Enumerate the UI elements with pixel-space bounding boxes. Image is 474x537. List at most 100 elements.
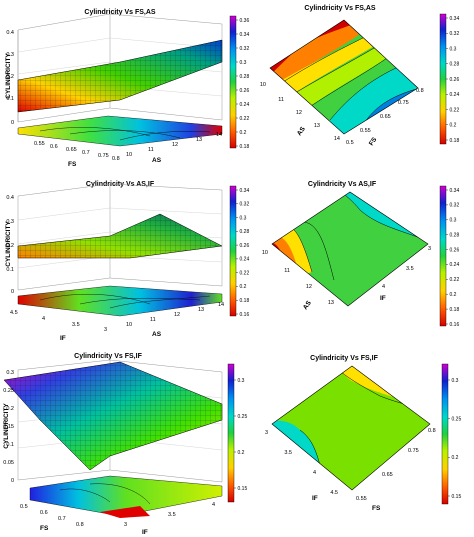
- z-tick: 0.1: [6, 96, 14, 102]
- colorbar-tick-label: 0.34: [450, 188, 460, 194]
- y-axis-label: AS: [152, 331, 162, 338]
- colorbar: [227, 363, 235, 503]
- x-tick: 12: [306, 284, 312, 290]
- y-tick: 0.5: [346, 140, 354, 146]
- z-tick: 0.15: [3, 424, 14, 430]
- z-tick: 0.1: [6, 442, 14, 448]
- colorbar-tick-label: 0.2: [238, 450, 245, 456]
- x-axis-label: IF: [312, 495, 318, 502]
- colorbar-tick-label: 0.3: [238, 378, 245, 384]
- x-tick: 0.6: [50, 144, 58, 150]
- y-tick: 12: [172, 142, 178, 148]
- x-tick: 3: [104, 327, 107, 333]
- y-axis-label: FS: [372, 505, 381, 512]
- colorbar-ticks: 0.34 0.32 0.3 0.28 0.26 0.24 0.22 0.2 0.18 0.16: [446, 188, 459, 328]
- colorbar-tick-label: 0.32: [240, 46, 250, 52]
- y-tick: 0.8: [416, 88, 424, 94]
- colorbar-tick-label: 0.28: [450, 62, 460, 68]
- x-axis-label: IF: [142, 529, 148, 536]
- y-tick: 0.55: [356, 496, 367, 502]
- z-tick: 0.2: [6, 243, 14, 249]
- contour-region: [272, 225, 312, 276]
- z-axis-label: CYLINDRICITY: [5, 221, 12, 267]
- y-tick: 13: [196, 137, 202, 143]
- y-tick: 10: [126, 152, 132, 158]
- surface-mesh: [17, 39, 223, 113]
- chart-title: Cylindricity Vs FS,AS: [304, 5, 376, 12]
- colorbar: [439, 185, 447, 327]
- floor-contour-band: [100, 506, 150, 518]
- chart-title: Cylindricity Vs FS,AS: [84, 9, 156, 16]
- colorbar-tick-label: 0.26: [450, 77, 460, 83]
- colorbar-tick-label: 0.2: [450, 123, 457, 129]
- x-tick: 13: [314, 123, 320, 129]
- x-tick: 0.8: [112, 156, 120, 162]
- colorbar-ticks: 0.3 0.25 0.2 0.15: [448, 378, 461, 500]
- colorbar-tick-label: 0.25: [238, 414, 248, 420]
- y-tick: 14: [216, 132, 222, 138]
- floor-contour: [29, 475, 223, 517]
- axis-box: [17, 183, 223, 291]
- z-tick: 0.4: [6, 195, 14, 201]
- y-tick: 0.75: [398, 100, 409, 106]
- x-tick: 0.65: [66, 147, 77, 153]
- x-tick: 4: [212, 502, 215, 508]
- contour-region: [270, 20, 380, 84]
- colorbar-tick-label: 0.26: [240, 88, 250, 94]
- colorbar-tick-label: 0.16: [450, 322, 460, 328]
- colorbar-tick-label: 0.3: [240, 60, 247, 66]
- y-tick: 3.5: [406, 266, 414, 272]
- z-tick: 0.3: [6, 52, 14, 58]
- y-tick: 12: [174, 312, 180, 318]
- colorbar-tick-label: 0.2: [240, 284, 247, 290]
- y-tick: 13: [198, 307, 204, 313]
- x-tick: 3.5: [168, 512, 176, 518]
- z-tick: 0.3: [6, 219, 14, 225]
- colorbar-tick-label: 0.22: [240, 270, 250, 276]
- x-tick: 3.5: [72, 322, 80, 328]
- x-tick: 0.55: [34, 141, 45, 147]
- y-tick: 11: [148, 147, 154, 153]
- z-axis-label: CYLINDRICITY: [5, 53, 12, 99]
- y-tick: 3: [428, 246, 431, 252]
- panel-surface-fs-if: Cylindricity Vs FS,IF 0.3 0.25 0.2 0.15 …: [3, 353, 247, 536]
- surface-mesh: [3, 361, 223, 471]
- y-tick: 4: [382, 284, 385, 290]
- colorbar-tick-label: 0.3: [450, 46, 457, 52]
- x-tick: 0.75: [98, 153, 109, 159]
- floor-contour: [17, 115, 223, 147]
- y-tick: 0.65: [382, 472, 393, 478]
- contour-domain: [269, 19, 419, 135]
- x-tick: 3: [265, 430, 268, 436]
- chart-title: Cylindricity Vs FS,IF: [74, 353, 142, 360]
- panel-contour-fs-if: Cylindricity Vs FS,IF 3 3.5 4 4.5 IF 0.5…: [265, 355, 462, 512]
- colorbar-tick-label: 0.22: [450, 107, 460, 113]
- colorbar: [441, 363, 449, 505]
- colorbar-tick-label: 0.32: [450, 203, 460, 209]
- contour-lines: [279, 23, 418, 131]
- colorbar-tick-label: 0.32: [240, 202, 250, 208]
- chart-title: Cylindricity Vs FS,IF: [310, 355, 378, 362]
- contour-region: [272, 420, 274, 470]
- panel-contour-as-if: Cylindricity Vs AS,IF 10 11 12 13 AS 3 3…: [262, 181, 460, 328]
- x-tick: 12: [296, 110, 302, 116]
- colorbar-tick-label: 0.22: [240, 116, 250, 122]
- y-tick: 0.65: [380, 114, 391, 120]
- colorbar-tick-label: 0.2: [452, 455, 459, 461]
- colorbar: [439, 13, 447, 145]
- colorbar-ticks: 0.36 0.34 0.32 0.3 0.28 0.26 0.24 0.22 0.2 0.18: [236, 18, 249, 150]
- colorbar-tick-label: 0.36: [240, 18, 250, 24]
- z-tick: 0.2: [6, 406, 14, 412]
- colorbar-tick-label: 0.2: [450, 292, 457, 298]
- x-tick: 11: [278, 97, 284, 103]
- contour-domain: [271, 191, 429, 307]
- x-tick: 4: [42, 316, 45, 322]
- x-axis-label: FS: [68, 161, 77, 168]
- x-axis-label: AS: [302, 299, 313, 311]
- x-tick: 3.5: [284, 450, 292, 456]
- y-tick: 0.5: [20, 504, 28, 510]
- y-tick: 0.6: [40, 510, 48, 516]
- colorbar-tick-label: 0.28: [240, 229, 250, 235]
- colorbar-tick-label: 0.15: [452, 494, 462, 500]
